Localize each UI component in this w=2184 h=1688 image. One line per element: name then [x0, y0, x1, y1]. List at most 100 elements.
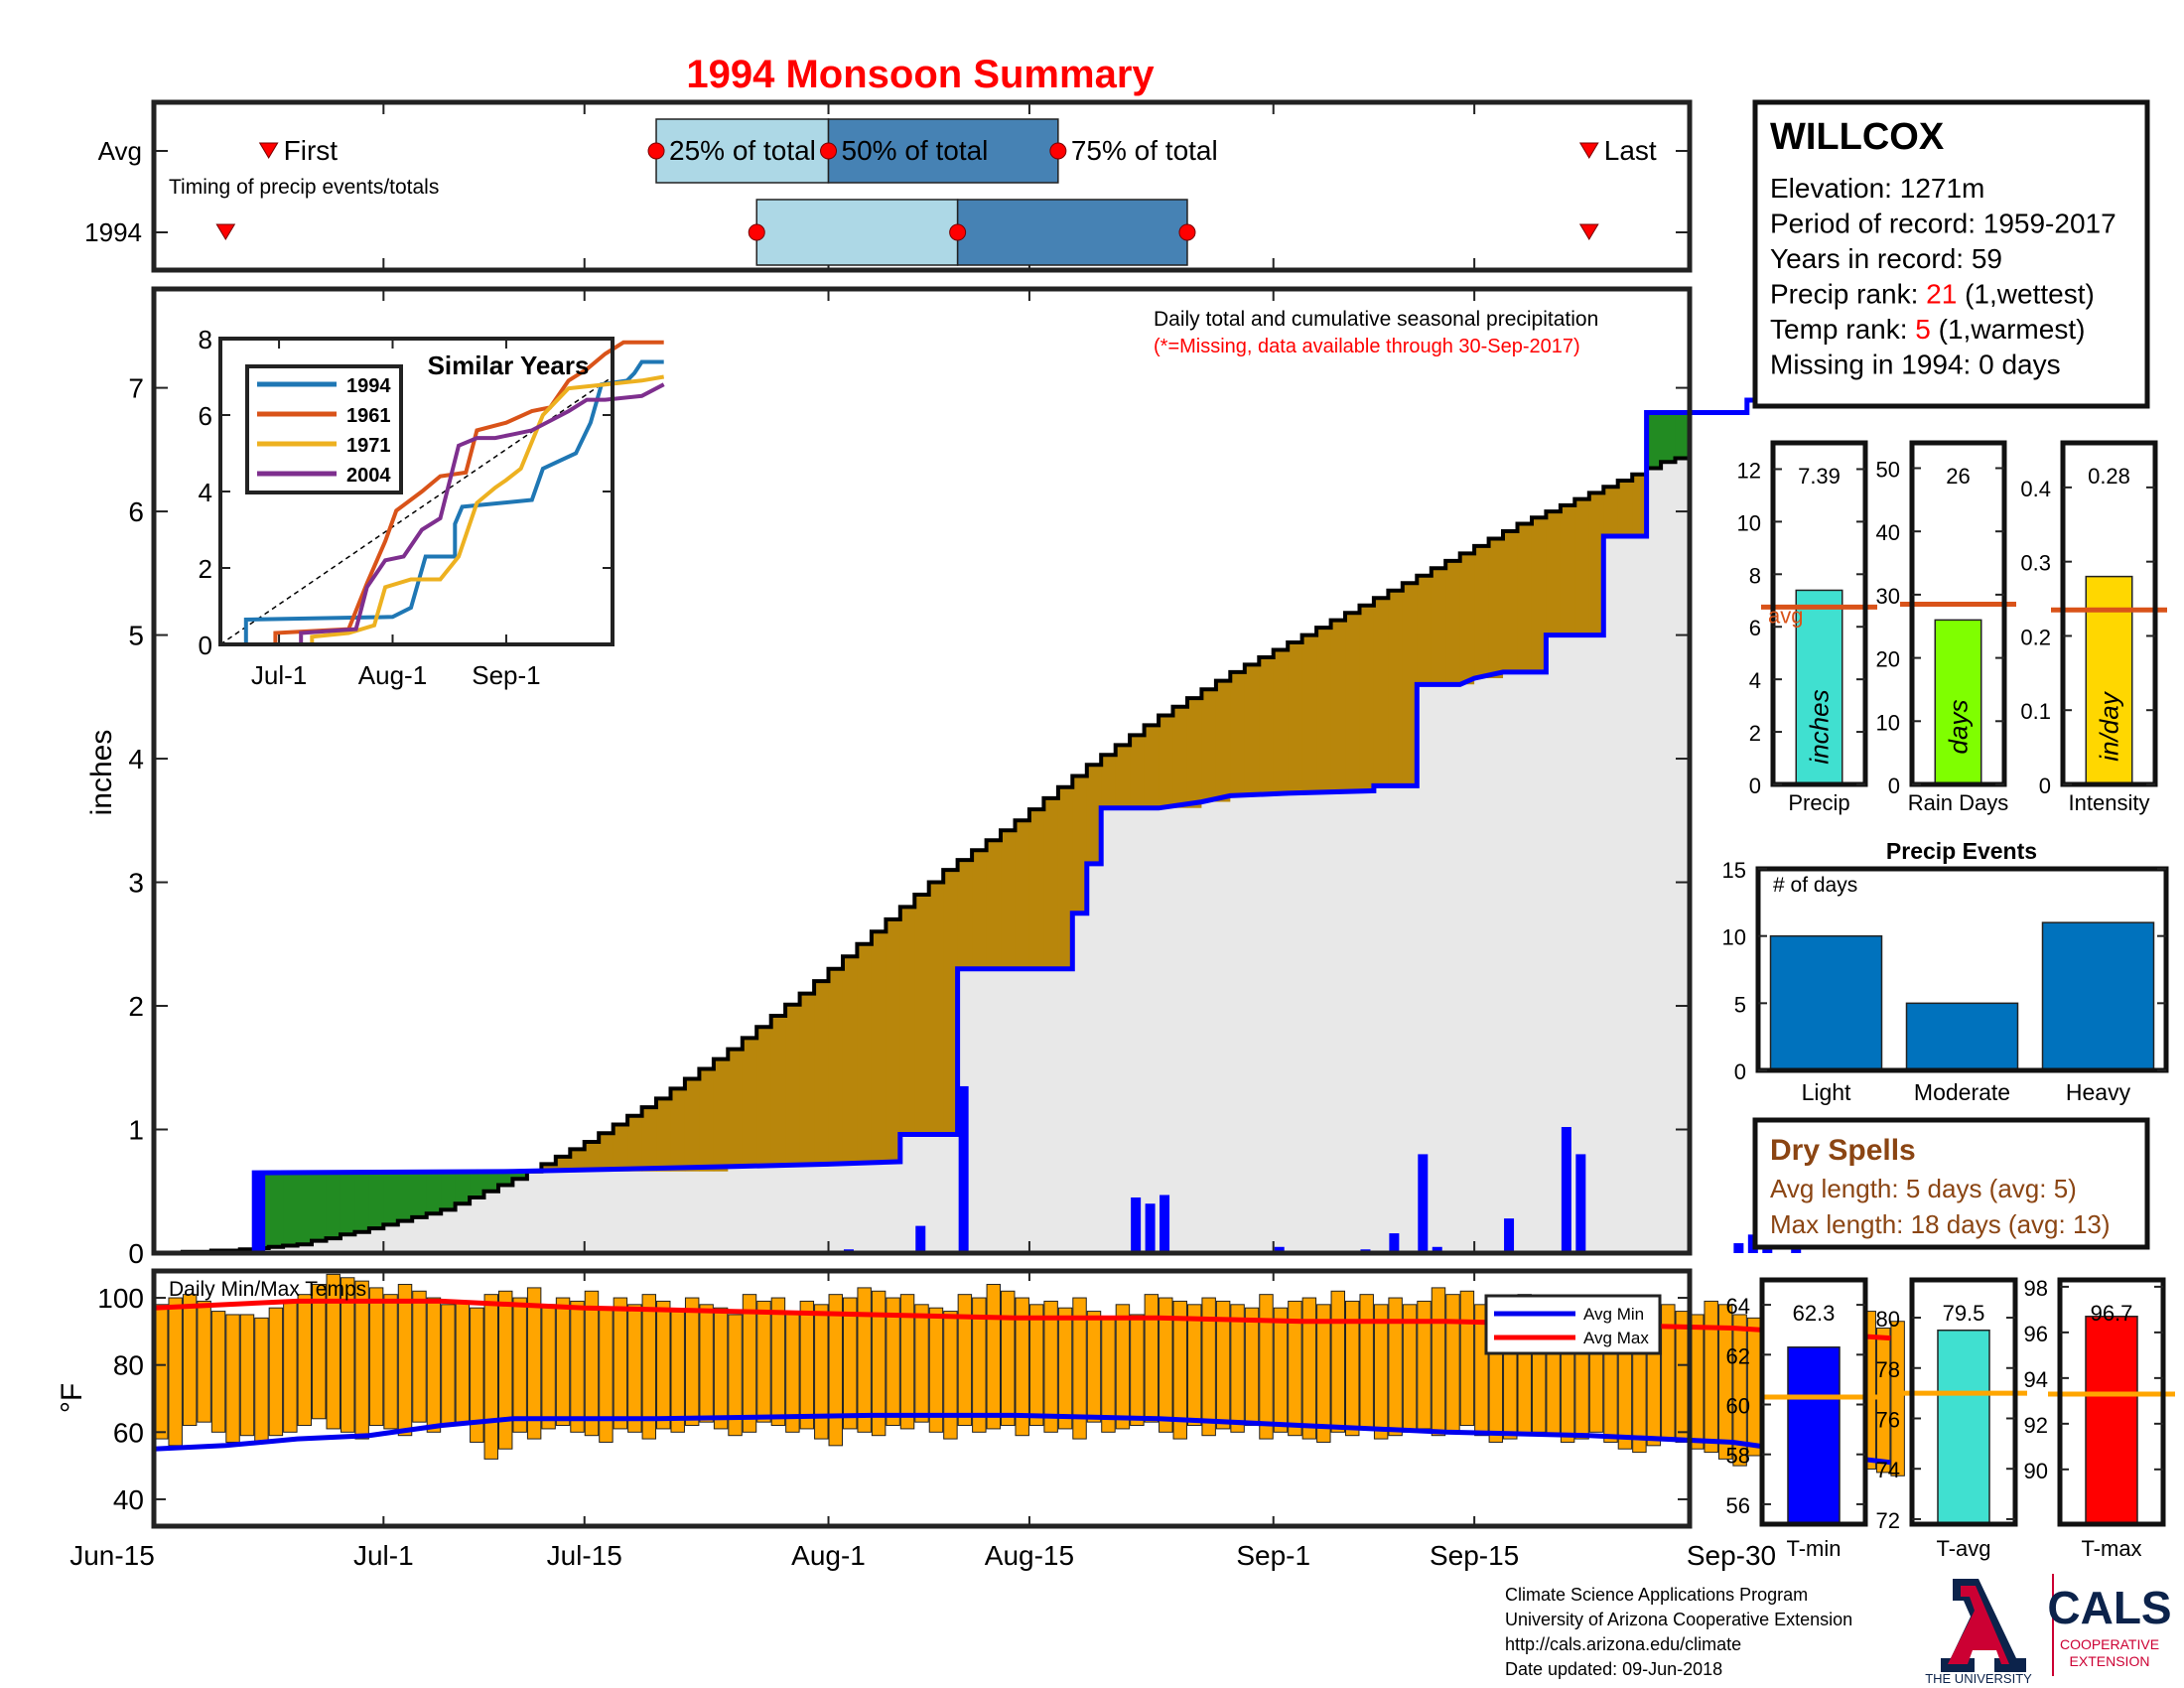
- difference-fill: [1574, 498, 1590, 635]
- event-bar-light: [1769, 934, 1883, 1071]
- base-fill: [828, 1164, 844, 1253]
- difference-fill: [914, 894, 930, 1135]
- base-fill: [368, 1228, 384, 1253]
- inset-ytick-label: 4: [199, 478, 212, 507]
- base-fill: [842, 1164, 859, 1253]
- base-fill: [1474, 678, 1490, 1253]
- base-fill: [857, 1164, 873, 1253]
- temp-stat-ytick-label: 94: [2024, 1367, 2048, 1392]
- inset-legend-label: 2004: [346, 465, 391, 487]
- inset-legend-label: 1961: [346, 405, 391, 427]
- temp-stat-label: T-min: [1787, 1536, 1842, 1561]
- base-fill: [1417, 684, 1433, 1253]
- station-info-line: Missing in 1994: 0 days: [1770, 350, 2061, 380]
- difference-fill: [770, 1015, 786, 1167]
- precip-stat-ytick-label: 0.3: [2020, 551, 2051, 576]
- daily-precip-bar: [1145, 1203, 1156, 1253]
- footer-line: Date updated: 09-Jun-2018: [1505, 1659, 1722, 1679]
- main-plot-frame: [151, 286, 1693, 1256]
- base-fill: [1588, 634, 1604, 1253]
- base-fill: [340, 1234, 356, 1253]
- daily-temp-bar: [957, 1294, 973, 1427]
- base-fill: [412, 1216, 428, 1253]
- precip-stat-unit: days: [1944, 700, 1974, 755]
- daily-temp-bar: [254, 1317, 269, 1443]
- xtick-label: Sep-15: [1430, 1540, 1519, 1571]
- difference-fill: [713, 1058, 729, 1172]
- base-fill: [799, 1166, 815, 1253]
- timing-last-marker: [1578, 223, 1599, 240]
- base-fill: [1330, 792, 1346, 1253]
- difference-fill: [426, 1173, 442, 1214]
- daily-temp-bar: [914, 1304, 929, 1423]
- timing-row-label-year: 1994: [84, 217, 142, 247]
- daily-temp-bar: [1316, 1304, 1331, 1443]
- daily-temp-bar: [1001, 1290, 1016, 1427]
- base-fill: [354, 1231, 370, 1253]
- base-fill: [1316, 792, 1332, 1253]
- difference-fill: [1603, 487, 1619, 536]
- daily-temp-bar: [1330, 1290, 1346, 1433]
- difference-fill: [1560, 504, 1575, 635]
- difference-fill: [785, 1004, 801, 1167]
- difference-fill: [1159, 715, 1174, 808]
- temp-stat-ytick-label: 80: [1876, 1307, 1900, 1332]
- similar-year-line-1971: [220, 374, 665, 646]
- daily-temp-bar: [1057, 1307, 1073, 1430]
- base-fill: [699, 1171, 715, 1253]
- base-fill: [526, 1171, 542, 1253]
- timing-percentile-marker: [949, 223, 967, 241]
- temp-stat-ytick-label: 56: [1726, 1493, 1750, 1518]
- footer-line: Climate Science Applications Program: [1505, 1585, 1808, 1605]
- daily-temp-bar: [1144, 1294, 1160, 1423]
- daily-precip-bar: [1418, 1154, 1429, 1253]
- daily-temp-bar: [182, 1294, 198, 1427]
- base-fill: [1632, 535, 1648, 1253]
- temp-stat-bar: [2085, 1316, 2138, 1525]
- similar-year-line-2004: [220, 382, 665, 646]
- cals-sub-1: COOPERATIVE: [2060, 1636, 2159, 1652]
- precip-stat-ytick-label: 4: [1749, 668, 1761, 693]
- main-ytick-label: 4: [128, 744, 144, 774]
- precip-stat-ytick-label: 0.4: [2020, 477, 2051, 501]
- difference-fill: [1388, 590, 1404, 786]
- daily-precip-bar: [1575, 1154, 1586, 1253]
- precip-stat-ytick-label: 6: [1749, 616, 1761, 640]
- difference-fill: [1172, 706, 1188, 808]
- cals-sub-2: EXTENSION: [2070, 1653, 2150, 1669]
- dry-spells-max: Max length: 18 days (avg: 13): [1770, 1209, 2111, 1239]
- events-ylabel: # of days: [1773, 874, 1857, 897]
- events-ytick-label: 15: [1722, 858, 1746, 883]
- inset-legend-label: 1971: [346, 435, 391, 457]
- precip-stat-value-label: 26: [1946, 464, 1970, 489]
- temp-ylabel: °F: [56, 1383, 88, 1413]
- main-ytick-label: 5: [128, 621, 144, 651]
- base-fill: [972, 968, 988, 1253]
- daily-precip-bar: [1160, 1195, 1170, 1253]
- base-fill: [1028, 968, 1044, 1253]
- base-fill: [871, 1164, 887, 1253]
- difference-fill: [1646, 412, 1662, 469]
- daily-precip-bar: [1733, 1243, 1744, 1253]
- base-fill: [1201, 801, 1217, 1253]
- daily-temp-bar: [1072, 1297, 1087, 1440]
- timing-percentile-marker: [820, 142, 838, 160]
- base-fill: [785, 1166, 801, 1253]
- difference-fill: [972, 850, 988, 969]
- base-fill: [1445, 684, 1461, 1253]
- daily-temp-bar: [1445, 1294, 1460, 1433]
- difference-fill: [1345, 613, 1361, 793]
- difference-fill: [1675, 412, 1691, 459]
- daily-temp-bar: [1015, 1297, 1029, 1437]
- temp-ytick-label: 40: [113, 1484, 144, 1515]
- temp-stat-panel-frame: [1909, 1277, 2018, 1527]
- difference-fill: [1373, 598, 1389, 786]
- daily-temp-bar: [972, 1297, 987, 1433]
- dry-spells-avg: Avg length: 5 days (avg: 5): [1770, 1174, 2077, 1203]
- daily-temp-bar: [1359, 1294, 1374, 1430]
- daily-temp-bar: [1086, 1311, 1102, 1423]
- daily-temp-bar: [512, 1297, 527, 1433]
- base-fill: [383, 1224, 399, 1253]
- event-category-label: Moderate: [1914, 1079, 2010, 1105]
- difference-fill: [1402, 583, 1418, 786]
